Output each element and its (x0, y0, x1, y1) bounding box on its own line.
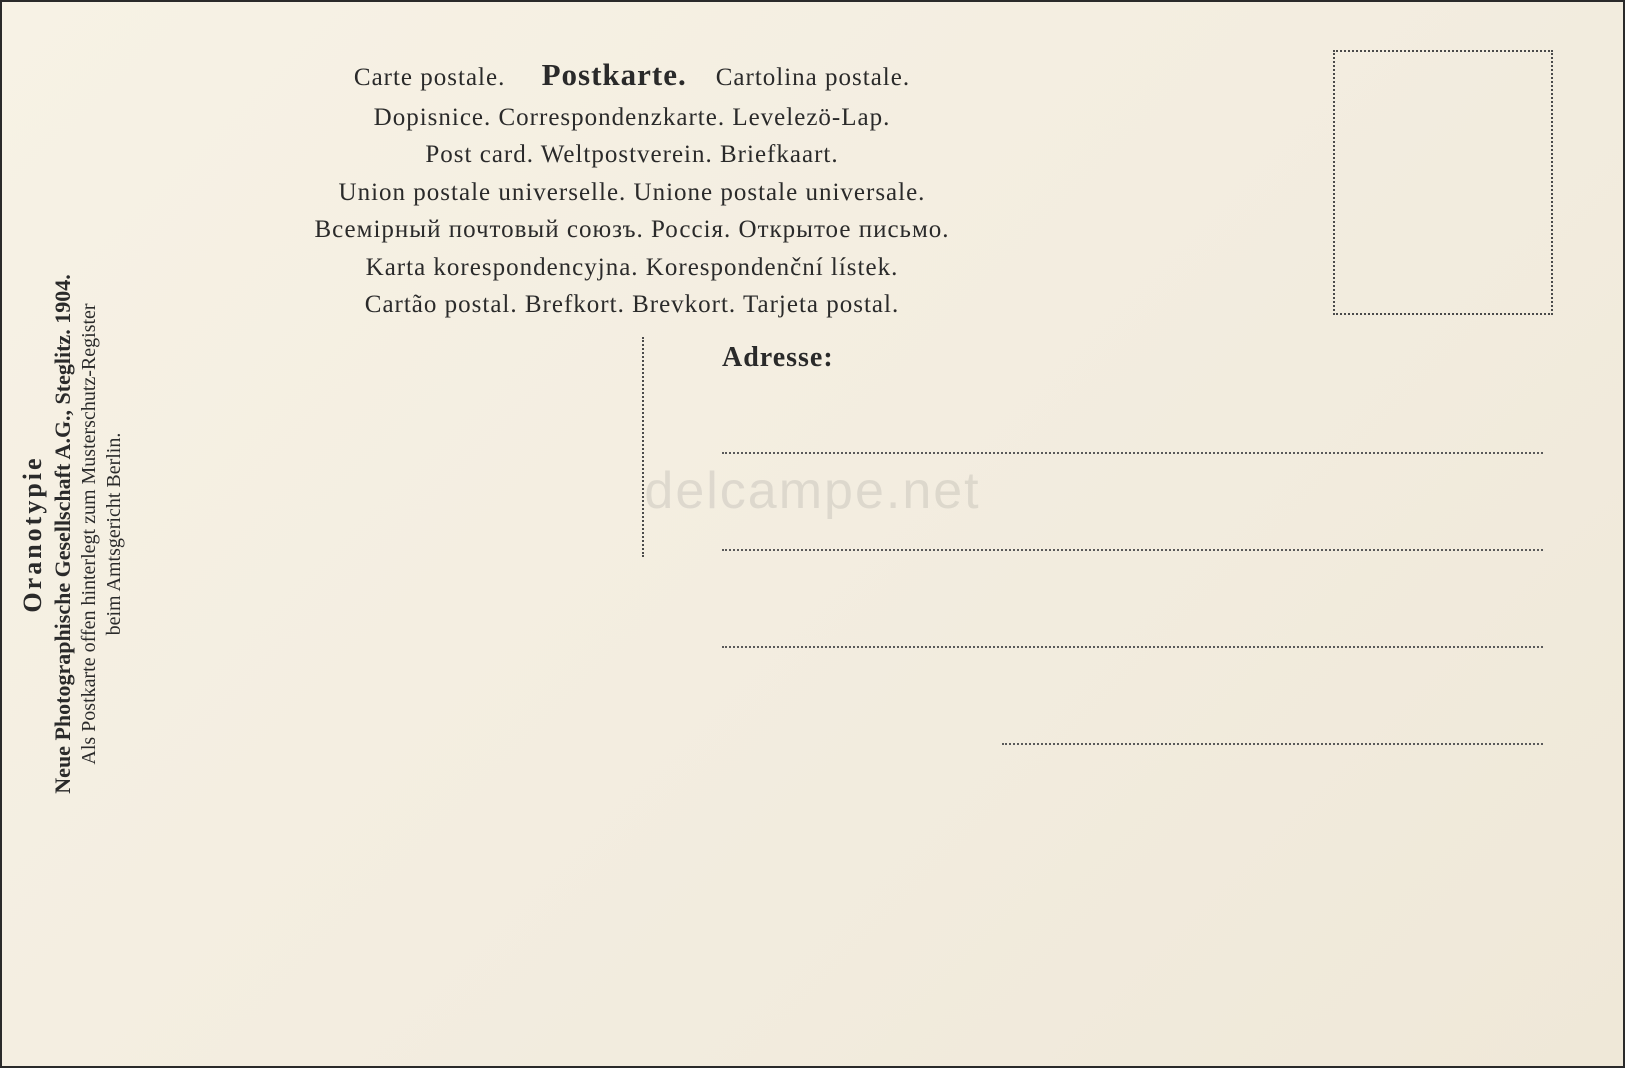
publisher-registration: Als Postkarte offen hinterlegt zum Muste… (78, 184, 101, 884)
publisher-block: Oranotypie Neue Photographische Gesellsc… (18, 184, 126, 884)
publisher-court: beim Amtsgericht Berlin. (103, 184, 126, 884)
multilingual-header: Carte postale. Postkarte. Cartolina post… (182, 52, 1082, 324)
header-line-2: Dopisnice. Correspondenzkarte. Levelezö-… (182, 99, 1082, 137)
cartolina-postale: Cartolina postale. (716, 64, 910, 91)
address-line-1 (722, 452, 1543, 454)
header-line-3: Post card. Weltpostverein. Briefkaart. (182, 136, 1082, 174)
adresse-label: Adresse: (722, 342, 834, 374)
address-line-2 (722, 549, 1543, 551)
header-line-6: Karta korespondencyjna. Korespondenční l… (182, 249, 1082, 287)
carte-postale: Carte postale. (354, 64, 505, 91)
address-line-4 (1002, 743, 1543, 745)
header-line-1: Carte postale. Postkarte. Cartolina post… (182, 52, 1082, 99)
publisher-company: Neue Photographische Gesellschaft A.G., … (50, 184, 76, 884)
header-line-4: Union postale universelle. Unione postal… (182, 174, 1082, 212)
vertical-divider (642, 337, 644, 557)
publisher-title: Oranotypie (18, 184, 48, 884)
postcard-back: Oranotypie Neue Photographische Gesellsc… (0, 0, 1625, 1068)
address-lines-block (722, 452, 1543, 745)
header-line-7: Cartão postal. Brefkort. Brevkort. Tarje… (182, 286, 1082, 324)
header-line-5: Всемірный почтовый союзъ. Россія. Открыт… (182, 211, 1082, 249)
postkarte-main: Postkarte. (542, 57, 687, 92)
address-line-3 (722, 646, 1543, 648)
stamp-placeholder (1333, 50, 1553, 315)
